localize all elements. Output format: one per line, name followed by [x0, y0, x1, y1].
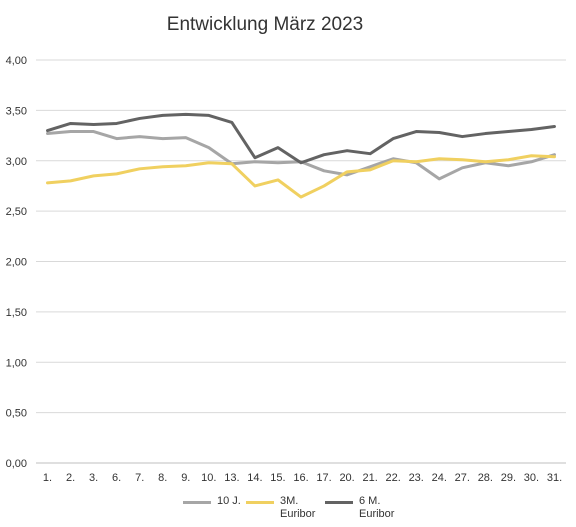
y-tick-label: 1,00: [6, 357, 27, 369]
y-tick-label: 4,00: [6, 55, 27, 67]
x-tick-label: 17.: [316, 472, 331, 484]
y-tick-label: 2,50: [6, 206, 27, 218]
y-tick-label: 0,50: [6, 408, 27, 420]
x-tick-label: 8.: [158, 472, 167, 484]
legend-item-10j: 10 J.: [183, 495, 241, 508]
y-tick-label: 2,00: [6, 257, 27, 269]
series-line-2: [46, 112, 556, 165]
x-tick-label: 28.: [478, 472, 493, 484]
x-tick-label: 16.: [293, 472, 308, 484]
x-tick-label: 30.: [524, 472, 539, 484]
chart-title: Entwicklung März 2023: [166, 14, 364, 35]
x-tick-label: 2.: [66, 472, 75, 484]
series-line-1: [46, 154, 556, 199]
x-axis-ticks: 1. 2. 3. 6. 7. 8. 9. 10. 13. 14. 15. 16. 17. 20. 21. 22…: [43, 472, 562, 484]
x-tick-label: 10.: [201, 472, 216, 484]
y-tick-label: 3,00: [6, 156, 27, 168]
legend-swatch-10j: [183, 501, 211, 504]
x-tick-label: 7.: [135, 472, 144, 484]
x-tick-label: 29.: [501, 472, 516, 484]
x-tick-label: 20.: [339, 472, 354, 484]
x-tick-label: 15.: [270, 472, 285, 484]
legend-item-6m-euribor: 6 M. Euribor: [325, 495, 409, 521]
x-tick-label: 27.: [455, 472, 470, 484]
x-tick-label: 1.: [43, 472, 52, 484]
gridlines: [36, 59, 566, 464]
legend-label-6m-euribor: 6 M. Euribor: [359, 495, 395, 520]
legend: 10 J. 3M. Euribor 6 M. Euribor: [0, 495, 576, 525]
x-tick-label: 22.: [386, 472, 401, 484]
x-tick-label: 14.: [247, 472, 262, 484]
x-tick-label: 24.: [432, 472, 447, 484]
x-tick-label: 3.: [89, 472, 98, 484]
y-axis-ticks: 0,00 0,50 1,00 1,50 2,00 2,50 3,00 3,50 4,00: [6, 55, 27, 470]
y-tick-label: 1,50: [6, 307, 27, 319]
legend-label-3m-euribor: 3M. Euribor: [280, 495, 316, 520]
series-lines: [46, 112, 556, 199]
line-chart: 0,00 0,50 1,00 1,50 2,00 2,50 3,00 3,50 4,00 1. 2…: [6, 55, 566, 484]
x-tick-label: 31.: [547, 472, 562, 484]
legend-label-10j: 10 J.: [217, 495, 241, 507]
legend-swatch-3m-euribor: [246, 501, 274, 504]
x-tick-label: 6.: [112, 472, 121, 484]
x-tick-label: 13.: [224, 472, 239, 484]
x-tick-label: 21.: [362, 472, 377, 484]
y-tick-label: 3,50: [6, 105, 27, 117]
x-tick-label: 23.: [409, 472, 424, 484]
y-tick-label: 0,00: [6, 458, 27, 470]
legend-item-3m-euribor: 3M. Euribor: [246, 495, 330, 521]
x-tick-label: 9.: [181, 472, 190, 484]
legend-swatch-6m-euribor: [325, 501, 353, 504]
